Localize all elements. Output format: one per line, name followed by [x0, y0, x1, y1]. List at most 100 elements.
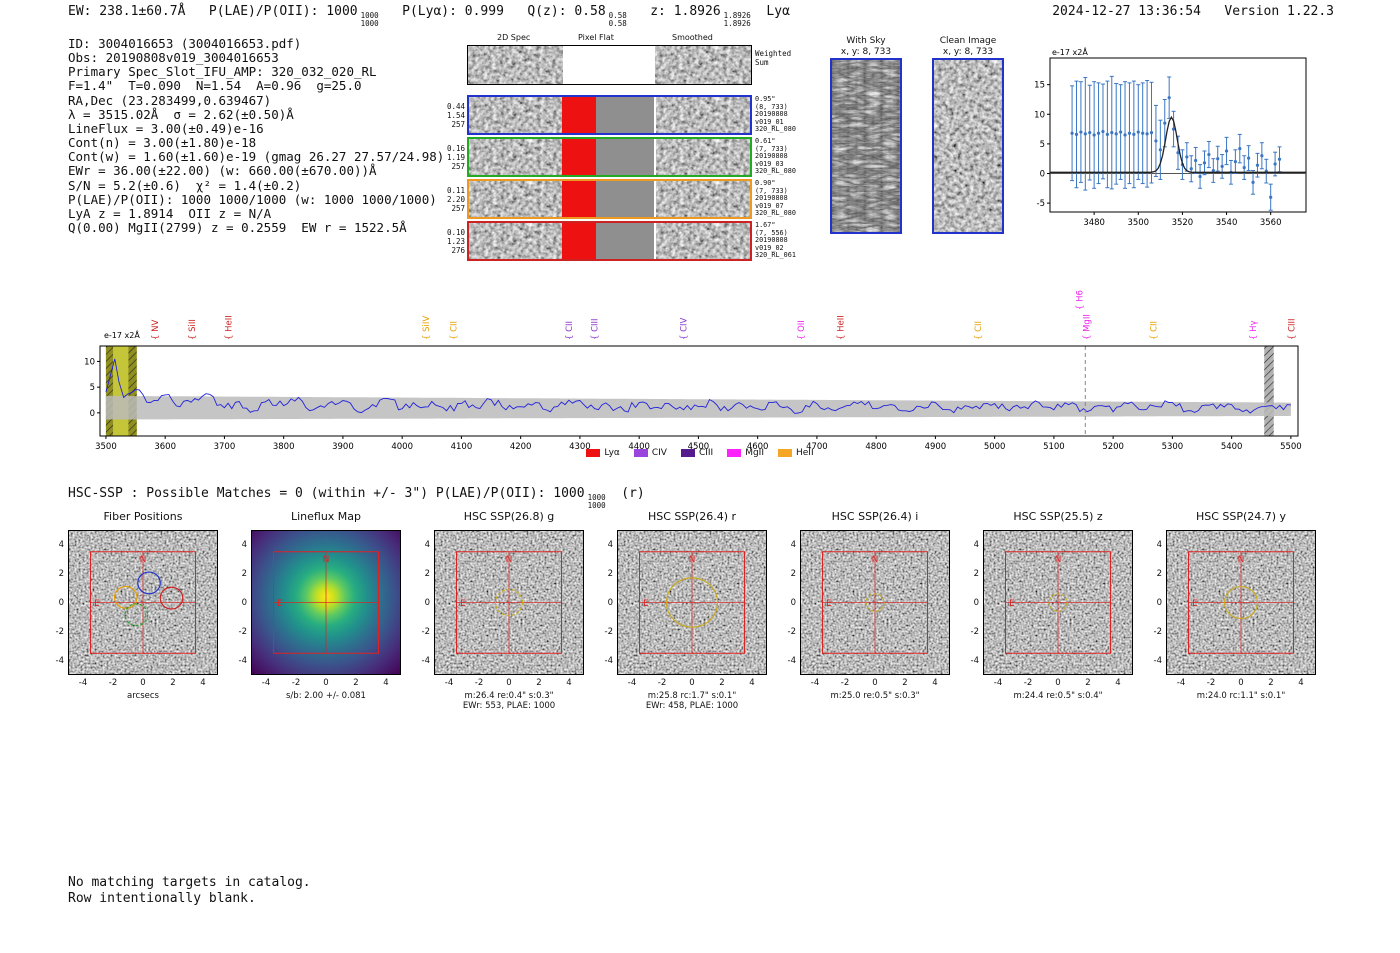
- cutout-x-tick: 0: [1238, 678, 1244, 688]
- spec2d-row-segment: [469, 223, 562, 259]
- with-sky-noise: [832, 60, 900, 232]
- spec2d-row-segment: [656, 97, 750, 133]
- zoom-axis-ticks: -5 0 5 10 15 3480 3500 3520 3540 3560: [1034, 81, 1281, 228]
- compass-east-label: E: [94, 599, 100, 609]
- svg-text:3560: 3560: [1260, 218, 1282, 228]
- col-header-pixelflat: Pixel Flat: [578, 33, 614, 42]
- svg-text:5100: 5100: [1043, 442, 1065, 452]
- note-line: No matching targets in catalog.: [68, 875, 311, 890]
- svg-text:4500: 4500: [688, 442, 710, 452]
- spec2d-row-segment: [562, 97, 596, 133]
- spec2d-row-segment: [656, 139, 750, 175]
- cutout-y-tick: 4: [790, 539, 796, 550]
- spec2d-row-segment: [596, 181, 654, 217]
- cutout-title: Lineflux Map: [290, 510, 362, 523]
- fiber-meta-line: 320_RL_080: [755, 125, 796, 134]
- cutout-y-tick: -4: [55, 655, 64, 666]
- report-datetime: 2024-12-27 13:36:54: [1052, 4, 1201, 19]
- emission-line-labels: { NV { SiII { HeII { SiIV { CII { CII { CIII { …: [151, 290, 1297, 340]
- weighted-flat-blank: [563, 46, 655, 84]
- svg-text:15: 15: [1034, 81, 1045, 91]
- compass-north-label: N: [689, 555, 696, 565]
- cutout-y-tick: -4: [604, 655, 613, 666]
- svg-text:{ HeII: { HeII: [837, 315, 847, 340]
- cutout-caption: m:24.4 re:0.5" s:0.4": [1013, 691, 1103, 701]
- cutout-x-tick: -2: [108, 678, 118, 688]
- aperture-circle: [1223, 585, 1259, 620]
- legend-label: CIV: [651, 448, 667, 458]
- cutout-caption: arcsecs: [127, 691, 159, 701]
- cutout-y-tick: 0: [973, 597, 979, 608]
- fiber-meta-line: (7, 556): [755, 228, 788, 237]
- cutout-x-tick: -4: [993, 678, 1003, 688]
- cutout-x-tick: 0: [689, 678, 695, 688]
- svg-text:3700: 3700: [214, 442, 236, 452]
- cutout-y-tick: 0: [241, 597, 247, 608]
- svg-text:{ CIII: { CIII: [1287, 318, 1297, 340]
- fiber-meta-line: 20190808: [755, 152, 788, 161]
- legend-item: CIV: [633, 448, 667, 458]
- cutout-panel: HSC SSP(24.7) y N E -4 -4 -2 -2 0 0 2 2 4 4 m:24.0 rc…: [1146, 510, 1336, 730]
- legend-swatch: [680, 449, 695, 457]
- compass-north-label: N: [1055, 555, 1062, 565]
- cutout-x-tick: -2: [657, 678, 667, 688]
- cutout-x-tick: -2: [474, 678, 484, 688]
- cutout-title: HSC SSP(24.7) y: [1195, 510, 1287, 523]
- cutout-x-tick: 4: [749, 678, 755, 688]
- cutout-y-tick: 0: [607, 597, 613, 608]
- spectrum-line: [105, 358, 1291, 414]
- cutout-caption: m:24.0 rc:1.1" s:0.1": [1196, 691, 1286, 701]
- fiber-meta-line: v019_01: [755, 117, 784, 126]
- svg-text:3600: 3600: [154, 442, 176, 452]
- cutout-y-tick: -4: [238, 655, 247, 666]
- fiber-row-weights: 0.10 1.23 276: [445, 228, 465, 255]
- cutout-x-tick: 4: [932, 678, 938, 688]
- spec2d-panel: 2D Spec Pixel Flat Smoothed Weighted Sum…: [445, 28, 805, 273]
- fiber-meta-line: 0.61": [755, 137, 776, 145]
- cutout-x-tick: 0: [140, 678, 146, 688]
- spectrum-legend: Lyα CIV CIII MgII HeII: [0, 448, 1400, 458]
- fiber-weight: 2.20: [446, 195, 465, 204]
- svg-text:{ CIII: { CIII: [591, 318, 601, 340]
- line-id: Lyα: [766, 4, 790, 19]
- cutout-y-tick: -2: [787, 626, 796, 637]
- spec2d-row-segment: [654, 97, 656, 133]
- fiber-row-meta: 0.61" (7, 733) 20190808 v019_03 320_RL_080: [755, 137, 796, 176]
- info-line: P(LAE)/P(OII): 1000 1000/1000 (w: 1000 1…: [68, 191, 437, 207]
- cutout-overlay: NE: [639, 551, 745, 654]
- cutout-panel: Fiber Positions N E -4 -4 -2 -2 0 0 2 2 4 4 arcsecs: [48, 510, 238, 730]
- svg-text:4600: 4600: [747, 442, 769, 452]
- spec2d-row-segment: [562, 181, 596, 217]
- cutout-overlay: NE: [273, 551, 379, 654]
- cutout-y-tick: 4: [1156, 539, 1162, 550]
- z-frac: 1.8926 1.8926: [723, 11, 751, 28]
- fiber-weight: 257: [451, 204, 465, 213]
- fiber-meta-line: (7, 733): [755, 186, 788, 195]
- compass-north-label: N: [323, 555, 330, 565]
- cutout-x-tick: 4: [200, 678, 206, 688]
- spec2d-row-segment: [596, 97, 654, 133]
- fiber-meta-line: v019_07: [755, 201, 784, 210]
- svg-text:5400: 5400: [1221, 442, 1243, 452]
- cutout-caption: EWr: 553, PLAE: 1000: [462, 701, 556, 711]
- cutout-overlay: NE: [90, 551, 196, 654]
- clean-image-label: Clean Image x, y: 8, 733: [928, 36, 1008, 57]
- cutout-y-tick: 0: [424, 597, 430, 608]
- spec2d-row-segment: [562, 139, 596, 175]
- info-line: Cont(n) = 3.00(±1.80)e-18: [68, 135, 257, 151]
- spec2d-row-segment: [469, 181, 562, 217]
- cutout-y-tick: 0: [1156, 597, 1162, 608]
- cutout-y-tick: 2: [424, 568, 430, 579]
- error-envelope: [105, 395, 1291, 420]
- fiber-weight: 1.54: [446, 111, 465, 120]
- weighted-2d-image: [468, 46, 563, 84]
- cutout-y-tick: 4: [973, 539, 979, 550]
- cutout-y-tick: -2: [238, 626, 247, 637]
- cutout-caption: s/b: 2.00 +/- 0.081: [286, 691, 366, 701]
- spec2d-row-segment: [654, 181, 656, 217]
- col-header-smoothed: Smoothed: [672, 33, 713, 42]
- svg-text:5500: 5500: [1280, 442, 1302, 452]
- cutout-x-tick: -4: [1176, 678, 1186, 688]
- cutout-caption: EWr: 458, PLAE: 1000: [645, 701, 739, 711]
